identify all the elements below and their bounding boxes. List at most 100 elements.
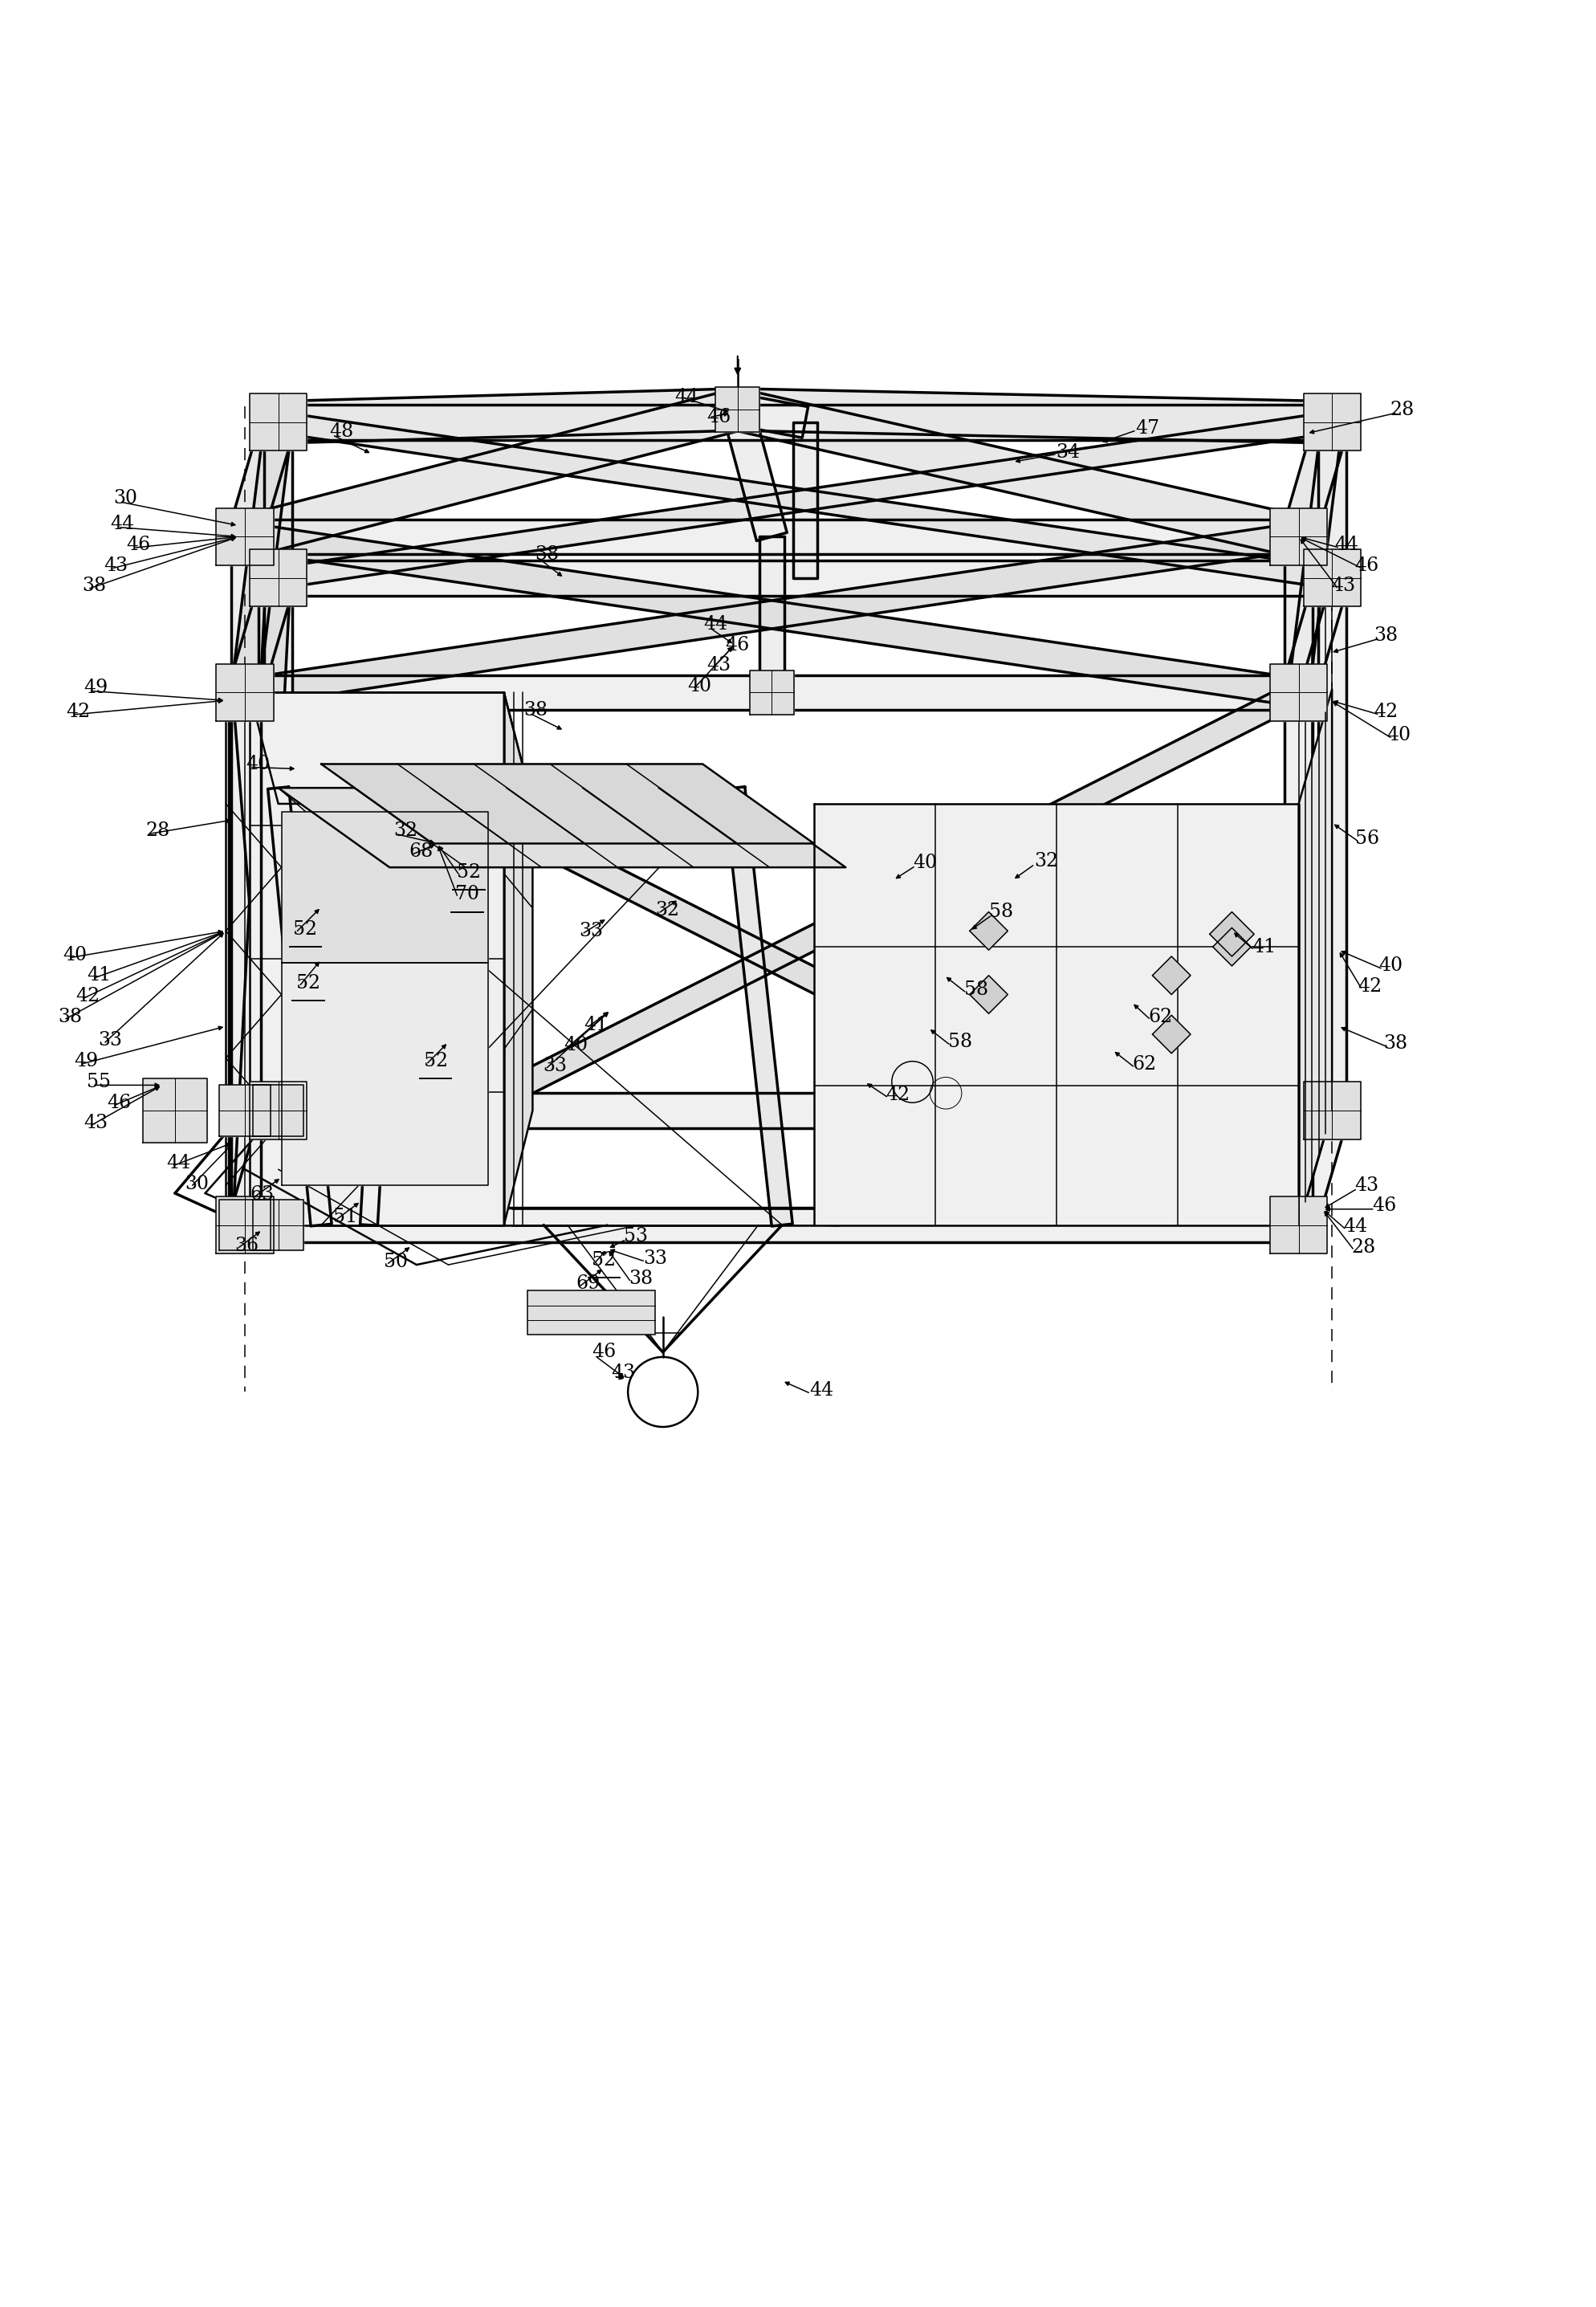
Polygon shape	[321, 764, 814, 844]
Text: 32: 32	[393, 821, 418, 840]
Polygon shape	[233, 577, 290, 1225]
Polygon shape	[278, 1094, 1333, 1128]
Polygon shape	[249, 394, 306, 450]
Text: 33: 33	[97, 1031, 121, 1050]
Text: 44: 44	[1344, 1218, 1368, 1237]
Text: 40: 40	[62, 946, 86, 964]
Text: 28: 28	[1390, 401, 1414, 420]
Polygon shape	[249, 692, 533, 803]
Polygon shape	[239, 681, 1304, 1237]
Polygon shape	[1282, 1105, 1349, 1230]
Text: 58: 58	[964, 980, 988, 999]
Polygon shape	[249, 1082, 306, 1140]
Polygon shape	[1152, 957, 1191, 994]
Polygon shape	[725, 787, 793, 1227]
Text: 43: 43	[104, 556, 128, 574]
Polygon shape	[268, 787, 332, 1225]
Polygon shape	[230, 692, 260, 1225]
Text: 28: 28	[145, 821, 169, 840]
Text: 62: 62	[1132, 1054, 1157, 1073]
Text: 36: 36	[235, 1237, 259, 1255]
Text: 40: 40	[1379, 957, 1403, 976]
Text: 52: 52	[592, 1250, 616, 1269]
Polygon shape	[1282, 418, 1349, 542]
Polygon shape	[1285, 538, 1312, 692]
Text: 46: 46	[107, 1094, 131, 1112]
Polygon shape	[814, 803, 1299, 1225]
Text: 52: 52	[456, 863, 480, 881]
Text: 43: 43	[1355, 1177, 1379, 1195]
Text: 46: 46	[592, 1343, 616, 1361]
Polygon shape	[1299, 690, 1333, 1225]
Polygon shape	[278, 561, 1333, 595]
Text: 68: 68	[409, 842, 434, 861]
Polygon shape	[228, 1105, 295, 1230]
Polygon shape	[281, 812, 488, 962]
Text: 40: 40	[1387, 727, 1411, 745]
Polygon shape	[276, 413, 1334, 588]
Polygon shape	[734, 394, 808, 438]
Polygon shape	[278, 789, 846, 867]
Text: 46: 46	[707, 408, 731, 427]
Text: 43: 43	[707, 655, 731, 674]
Polygon shape	[278, 404, 1333, 441]
Polygon shape	[252, 1084, 303, 1135]
Polygon shape	[244, 1207, 1299, 1243]
Polygon shape	[1270, 1197, 1328, 1253]
Polygon shape	[239, 390, 742, 556]
Text: 46: 46	[726, 634, 750, 655]
Polygon shape	[243, 524, 1301, 706]
Polygon shape	[1318, 579, 1345, 1110]
Polygon shape	[1304, 549, 1361, 607]
Text: 58: 58	[948, 1034, 972, 1052]
Text: 56: 56	[1355, 831, 1379, 849]
Polygon shape	[715, 388, 760, 431]
Text: 42: 42	[75, 987, 99, 1006]
Polygon shape	[265, 579, 292, 1110]
Text: 28: 28	[1352, 1239, 1376, 1257]
Polygon shape	[217, 508, 273, 565]
Text: 38: 38	[81, 577, 105, 595]
Text: 34: 34	[1057, 443, 1080, 461]
Polygon shape	[244, 676, 1299, 711]
Text: 52: 52	[297, 974, 321, 992]
Polygon shape	[750, 671, 795, 715]
Text: 47: 47	[1136, 420, 1160, 438]
Polygon shape	[276, 413, 1334, 588]
Text: 52: 52	[423, 1052, 448, 1070]
Polygon shape	[265, 422, 292, 579]
Text: 33: 33	[579, 923, 603, 941]
Polygon shape	[361, 867, 399, 1225]
Polygon shape	[220, 1084, 270, 1135]
Polygon shape	[1213, 927, 1251, 967]
Polygon shape	[243, 524, 1301, 706]
Polygon shape	[1304, 394, 1361, 450]
Polygon shape	[793, 422, 817, 579]
Polygon shape	[1210, 911, 1254, 957]
Polygon shape	[760, 538, 784, 692]
Text: 38: 38	[1374, 625, 1398, 644]
Text: 41: 41	[1251, 937, 1275, 955]
Text: 42: 42	[1374, 701, 1398, 720]
Text: 69: 69	[576, 1276, 600, 1294]
Polygon shape	[233, 692, 290, 1112]
Polygon shape	[239, 681, 1304, 1237]
Text: 44: 44	[110, 514, 134, 533]
Text: 43: 43	[83, 1114, 107, 1133]
Polygon shape	[737, 388, 1333, 443]
Polygon shape	[249, 549, 306, 607]
Text: 32: 32	[656, 902, 680, 920]
Polygon shape	[723, 406, 787, 540]
Text: 44: 44	[675, 388, 699, 406]
Text: 52: 52	[294, 920, 318, 939]
Polygon shape	[144, 1080, 207, 1142]
Text: 38: 38	[1384, 1034, 1408, 1052]
Text: 40: 40	[688, 676, 712, 694]
Polygon shape	[1285, 692, 1312, 1225]
Text: 70: 70	[455, 886, 479, 904]
Polygon shape	[733, 390, 1304, 558]
Text: 44: 44	[809, 1382, 835, 1400]
Polygon shape	[1282, 572, 1349, 697]
Text: 40: 40	[563, 1036, 587, 1054]
Text: 43: 43	[611, 1363, 635, 1382]
